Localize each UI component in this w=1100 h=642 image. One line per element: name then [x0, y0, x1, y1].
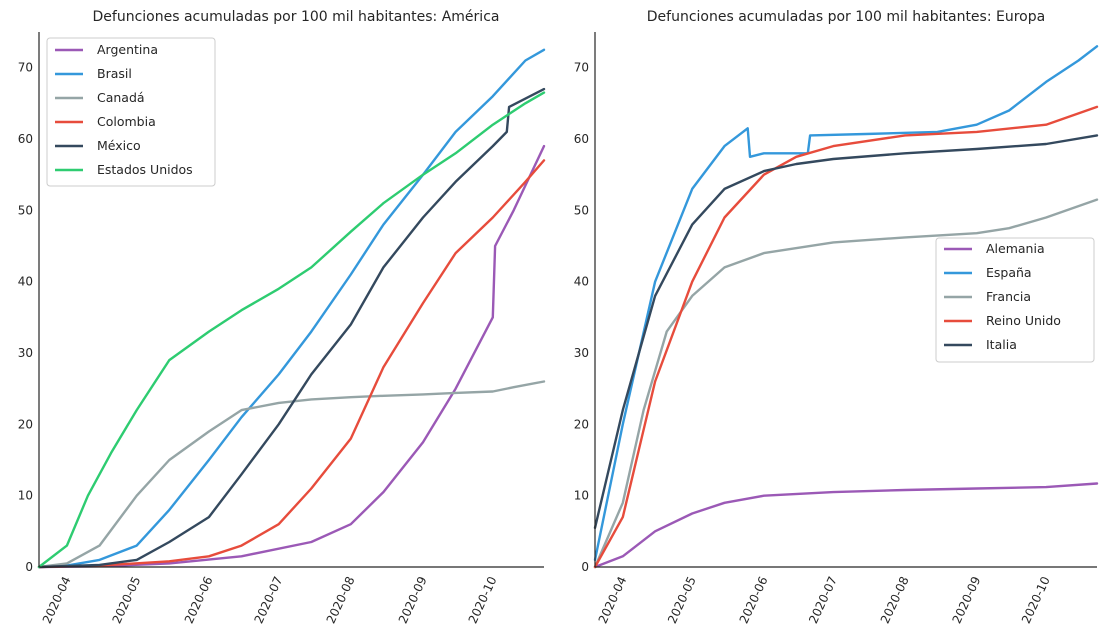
chart-title-america: Defunciones acumuladas por 100 mil habit…	[93, 9, 500, 25]
x-tick-label: 2020-07	[252, 574, 286, 625]
x-tick-label: 2020-09	[950, 574, 984, 625]
series-line-italia	[593, 134, 1099, 529]
series-line-alemania	[593, 482, 1099, 569]
y-tick-label: 30	[574, 346, 589, 360]
series-lines-america	[37, 48, 546, 569]
legend-label: Alemania	[986, 241, 1045, 256]
y-tick-label: 40	[574, 275, 589, 289]
legend-america: Argentina Brasil Canadá Colombia México Estad…	[46, 37, 216, 187]
series-line-estados-unidos	[37, 91, 546, 569]
legend-label: Canadá	[97, 90, 145, 105]
y-tick-label: 10	[574, 489, 589, 503]
x-tick-label: 2020-07	[806, 574, 840, 625]
y-tick-label: 50	[574, 203, 589, 217]
series-lines-europa	[593, 45, 1099, 569]
y-tick-label: 20	[18, 417, 33, 431]
x-tick-label: 2020-10	[466, 574, 500, 625]
series-line-colombia	[37, 159, 546, 569]
series-line-canadá	[37, 380, 546, 569]
x-tick-label: 2020-06	[182, 574, 216, 625]
y-tick-label: 20	[574, 417, 589, 431]
x-tick-label: 2020-08	[878, 574, 912, 625]
x-tick-label: 2020-06	[737, 574, 771, 625]
y-tick-label: 0	[25, 560, 33, 574]
y-tick-label: 40	[18, 275, 33, 289]
legend-label: Colombia	[97, 114, 156, 129]
y-tick-label: 60	[18, 132, 33, 146]
x-tick-label: 2020-08	[324, 574, 358, 625]
legend-label: Estados Unidos	[97, 162, 193, 177]
y-tick-label: 70	[574, 61, 589, 75]
legend-europa: Alemania España Francia Reino Unido Italia	[935, 237, 1095, 363]
x-tick-label: 2020-05	[110, 574, 144, 625]
legend-label: Argentina	[97, 42, 158, 57]
x-tick-label: 2020-04	[596, 574, 630, 625]
x-tick-label: 2020-09	[396, 574, 430, 625]
legend-label: Italia	[986, 337, 1017, 352]
y-tick-label: 60	[574, 132, 589, 146]
legend-label: España	[986, 265, 1032, 280]
y-tick-label: 10	[18, 489, 33, 503]
y-tick-label: 70	[18, 61, 33, 75]
chart-title-europa: Defunciones acumuladas por 100 mil habit…	[647, 9, 1045, 25]
legend-box-europa	[935, 237, 1095, 363]
legend-label: Brasil	[97, 66, 132, 81]
x-tick-label: 2020-04	[40, 574, 74, 625]
y-tick-label: 0	[581, 560, 589, 574]
series-line-brasil	[37, 48, 546, 569]
legend-label: México	[97, 138, 141, 153]
legend-box-america	[46, 37, 216, 187]
series-line-méxico	[37, 87, 546, 569]
x-tick-label: 2020-10	[1019, 574, 1053, 625]
y-tick-label: 30	[18, 346, 33, 360]
legend-label: Francia	[986, 289, 1031, 304]
series-line-argentina	[37, 144, 546, 569]
series-line-reino-unido	[593, 105, 1099, 569]
chart-europa: Defunciones acumuladas por 100 mil habit…	[574, 9, 1099, 626]
series-line-francia	[593, 198, 1099, 569]
y-tick-label: 50	[18, 203, 33, 217]
legend-label: Reino Unido	[986, 313, 1061, 328]
x-tick-label: 2020-05	[665, 574, 699, 625]
chart-america: Defunciones acumuladas por 100 mil habit…	[18, 9, 546, 626]
